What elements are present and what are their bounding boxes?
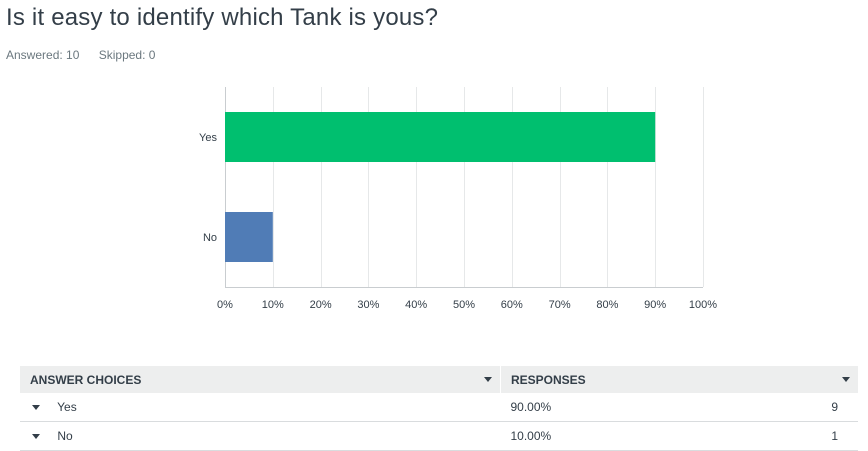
x-tick-label: 0% [217,299,233,311]
answer-choices-header[interactable]: ANSWER CHOICES [20,366,501,393]
bar [225,112,656,162]
x-tick-label: 80% [596,299,618,311]
table-row: Yes 90.00% 9 [20,393,858,422]
count-cell: 9 [740,393,858,422]
x-tick-label: 90% [644,299,666,311]
x-tick-label: 60% [501,299,523,311]
category-label: Yes [199,132,217,144]
sort-caret-icon[interactable] [484,377,492,382]
choice-cell: Yes [20,393,501,422]
response-summary: Answered: 10 Skipped: 0 [6,48,155,62]
responses-header-label: RESPONSES [511,372,586,387]
percent-cell: 10.00% [500,421,741,451]
x-tick-label: 20% [310,299,332,311]
x-tick-label: 100% [689,299,717,311]
table-row: No 10.00% 1 [20,421,858,451]
bar-chart: 0% 10% 20% 30% 40% 50% 60% 70% 80% 90% 100% Yes No [199,87,717,311]
table-header-row: ANSWER CHOICES RESPONSES [20,366,858,393]
responses-header[interactable]: RESPONSES [501,366,859,393]
percent-cell: 90.00% [500,393,741,422]
choice-label: Yes [57,400,77,414]
question-title: Is it easy to identify which Tank is you… [6,4,439,31]
x-tick-label: 50% [453,299,475,311]
x-tick-label: 70% [549,299,571,311]
x-tick-label: 30% [357,299,379,311]
x-tick-label: 10% [262,299,284,311]
count-cell: 1 [740,421,858,451]
expand-caret-icon[interactable] [32,434,40,440]
category-label: No [203,232,217,244]
answered-count: Answered: 10 [6,48,80,62]
choice-cell: No [20,421,501,451]
choice-label: No [57,429,73,443]
answer-choices-header-label: ANSWER CHOICES [30,372,142,387]
expand-caret-icon[interactable] [32,405,40,411]
bar [225,212,273,262]
x-tick-label: 40% [405,299,427,311]
skipped-count: Skipped: 0 [98,48,156,62]
sort-caret-icon[interactable] [842,377,850,382]
results-table: ANSWER CHOICES RESPONSES Yes 90.00% 9 No… [20,366,858,451]
